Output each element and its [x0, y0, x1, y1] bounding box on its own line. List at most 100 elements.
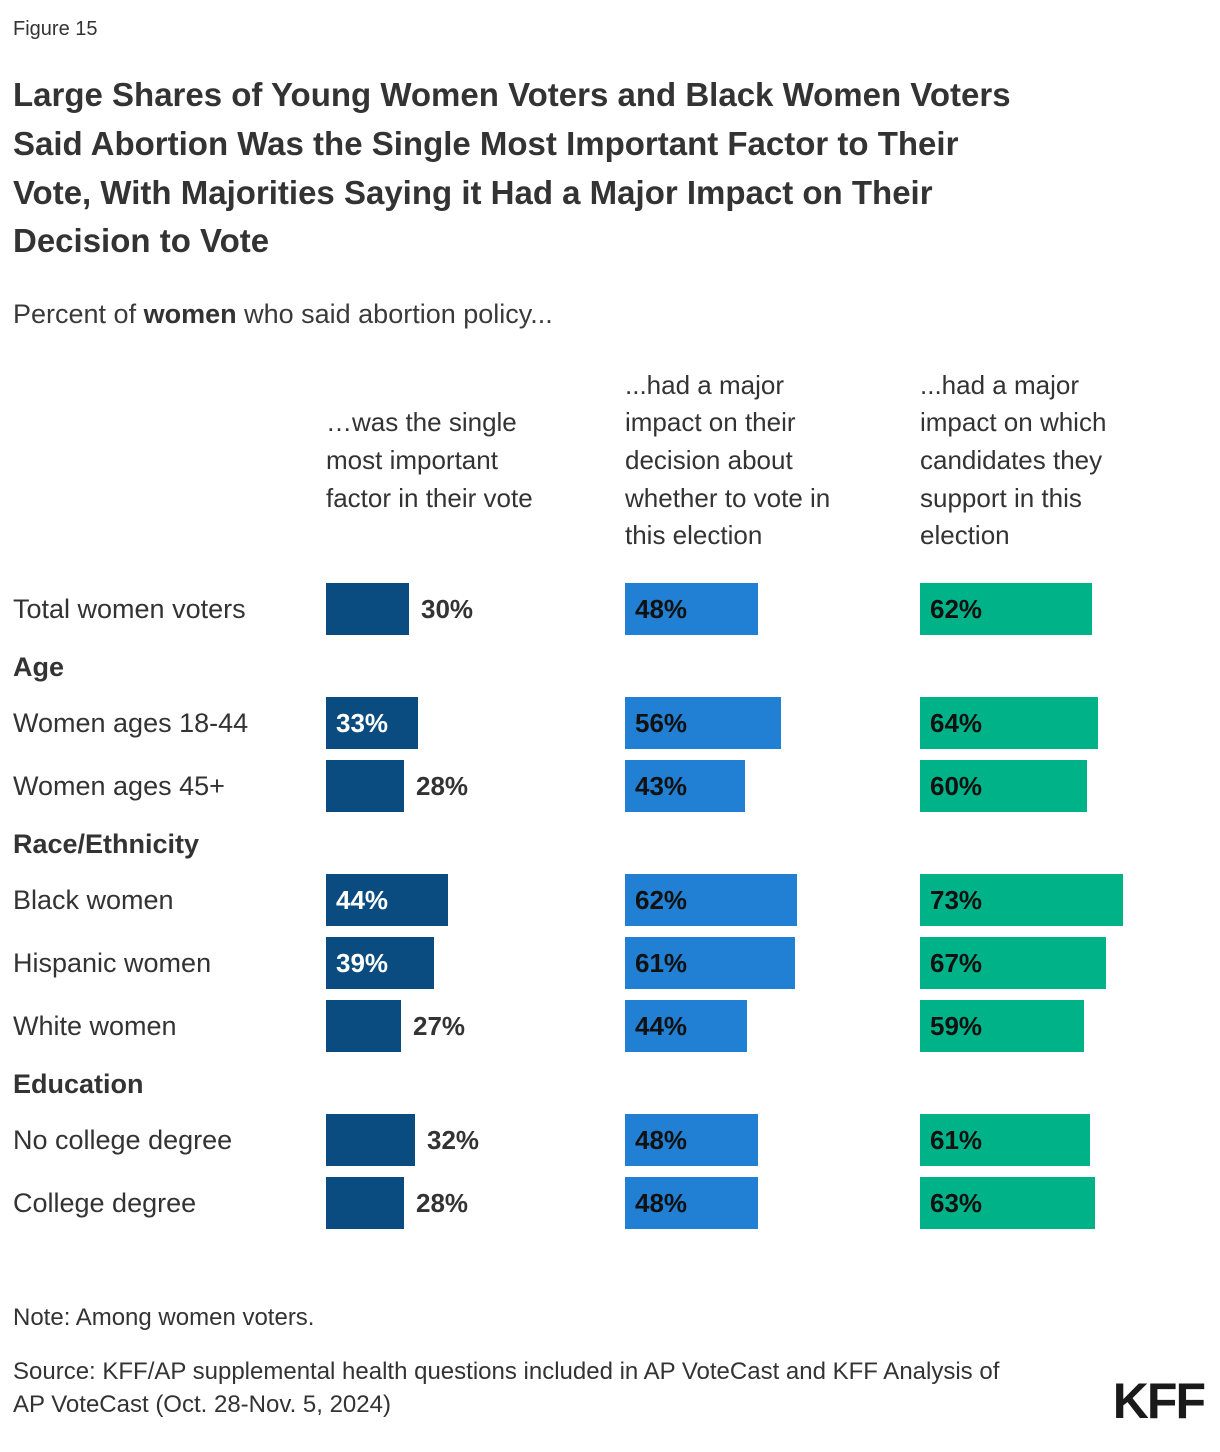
bar-series-1: 39%	[326, 937, 434, 990]
bar-series-2: 48%	[625, 583, 758, 636]
bar-series-2: 44%	[625, 1000, 747, 1053]
bar-value: 33%	[336, 707, 389, 738]
bar-cell: 28%	[326, 760, 625, 813]
bar-series-3: 67%	[920, 937, 1106, 990]
bar-series-2: 61%	[625, 937, 795, 990]
bar-cell: 56%	[625, 697, 920, 750]
bar-cell: 27%	[326, 1000, 625, 1053]
row-label: Black women	[13, 884, 174, 915]
bar-value: 61%	[930, 1124, 983, 1155]
bar-value: 32%	[427, 1124, 480, 1155]
bar-series-3: 73%	[920, 874, 1123, 927]
bar-series-1	[326, 583, 409, 636]
kff-logo: KFF	[1112, 1372, 1206, 1429]
bar-cell: 28%	[326, 1177, 625, 1230]
bar-cell: 48%	[625, 1114, 920, 1167]
bar-value: 39%	[336, 947, 389, 978]
bar-cell: 62%	[625, 874, 920, 927]
subtitle-bold: women	[143, 299, 237, 330]
bar-value: 43%	[635, 770, 688, 801]
bar-value: 56%	[635, 707, 688, 738]
bar-cell: 30%	[326, 583, 625, 636]
bar-value: 48%	[635, 1187, 688, 1218]
bar-cell: 61%	[625, 937, 920, 990]
bar-series-3: 64%	[920, 697, 1098, 750]
bar-value: 48%	[635, 1124, 688, 1155]
row-label: White women	[13, 1010, 177, 1041]
section-header: Age	[13, 651, 65, 682]
bar-series-1	[326, 1114, 415, 1167]
subtitle-prefix: Percent of	[13, 299, 144, 330]
bar-series-3: 60%	[920, 760, 1087, 813]
bar-value: 27%	[413, 1010, 466, 1041]
bar-cell: 63%	[920, 1177, 1206, 1230]
bar-value: 62%	[930, 593, 983, 624]
row-label: College degree	[13, 1187, 197, 1218]
chart-title: Large Shares of Young Women Voters and B…	[13, 76, 1011, 260]
bar-value: 63%	[930, 1187, 983, 1218]
bar-chart: …was the single most important factor in…	[13, 367, 1206, 1230]
bar-value: 62%	[635, 884, 688, 915]
table-row: Women ages 45+ 28% 43% 60%	[13, 760, 1206, 813]
row-label: Women ages 18-44	[13, 707, 249, 738]
chart-rows: Total women voters 30% 48% 62% Age Women ages…	[13, 583, 1206, 1230]
bar-value: 67%	[930, 947, 983, 978]
section-header: Education	[13, 1068, 144, 1099]
bar-cell: 48%	[625, 583, 920, 636]
bar-cell: 60%	[920, 760, 1206, 813]
figure-label: Figure 15	[13, 18, 98, 40]
bar-series-3: 59%	[920, 1000, 1084, 1053]
bar-cell: 67%	[920, 937, 1206, 990]
bar-cell: 32%	[326, 1114, 625, 1167]
table-row: Total women voters 30% 48% 62%	[13, 583, 1206, 636]
bar-cell: 59%	[920, 1000, 1206, 1053]
column-headers: …was the single most important factor in…	[13, 367, 1206, 555]
column-header-impact-candidates: ...had a major impact on which candidate…	[920, 369, 1107, 551]
bar-value: 73%	[930, 884, 983, 915]
bar-series-2: 62%	[625, 874, 797, 927]
row-label: Women ages 45+	[13, 770, 225, 801]
column-header-single-most-important: …was the single most important factor in…	[326, 407, 533, 513]
table-row: No college degree 32% 48% 61%	[13, 1114, 1206, 1167]
section-header: Race/Ethnicity	[13, 828, 200, 859]
bar-cell: 64%	[920, 697, 1206, 750]
table-row: Women ages 18-44 33% 56% 64%	[13, 697, 1206, 750]
bar-value: 64%	[930, 707, 983, 738]
bar-value: 48%	[635, 593, 688, 624]
bar-series-2: 48%	[625, 1114, 758, 1167]
bar-value: 28%	[416, 770, 469, 801]
bar-series-2: 56%	[625, 697, 781, 750]
bar-series-3: 61%	[920, 1114, 1090, 1167]
bar-value: 60%	[930, 770, 983, 801]
bar-cell: 44%	[326, 874, 625, 927]
bar-cell: 48%	[625, 1177, 920, 1230]
row-label: Hispanic women	[13, 947, 212, 978]
bar-value: 44%	[336, 884, 389, 915]
bar-series-3: 63%	[920, 1177, 1095, 1230]
bar-value: 59%	[930, 1010, 983, 1041]
bar-series-1: 44%	[326, 874, 448, 927]
table-row: Black women 44% 62% 73%	[13, 874, 1206, 927]
chart-subtitle: Percent of women who said abortion polic…	[13, 298, 1206, 330]
bar-series-1	[326, 1177, 404, 1230]
bar-series-3: 62%	[920, 583, 1092, 636]
footer: Source: KFF/AP supplemental health quest…	[13, 1355, 1206, 1429]
bar-value: 61%	[635, 947, 688, 978]
bar-series-2: 43%	[625, 760, 745, 813]
bar-cell: 33%	[326, 697, 625, 750]
bar-cell: 62%	[920, 583, 1206, 636]
bar-cell: 39%	[326, 937, 625, 990]
bar-cell: 43%	[625, 760, 920, 813]
note-text: Note: Among women voters.	[13, 1304, 315, 1332]
bar-value: 30%	[421, 593, 474, 624]
row-label: No college degree	[13, 1124, 233, 1155]
bar-series-1	[326, 1000, 401, 1053]
table-row: College degree 28% 48% 63%	[13, 1177, 1206, 1230]
row-label: Total women voters	[13, 593, 246, 624]
table-row: Hispanic women 39% 61% 67%	[13, 937, 1206, 990]
column-header-impact-decision-to-vote: ...had a major impact on their decision …	[625, 369, 831, 551]
table-row: White women 27% 44% 59%	[13, 1000, 1206, 1053]
bar-cell: 61%	[920, 1114, 1206, 1167]
bar-value: 44%	[635, 1010, 688, 1041]
